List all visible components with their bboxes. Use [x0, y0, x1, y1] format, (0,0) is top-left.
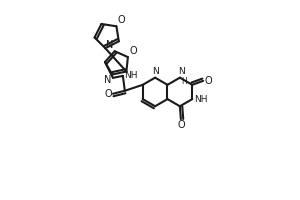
- Text: O: O: [204, 76, 212, 86]
- Text: O: O: [117, 15, 125, 25]
- Text: N: N: [178, 67, 184, 76]
- Text: O: O: [104, 89, 112, 99]
- Text: O: O: [177, 120, 185, 130]
- Text: H: H: [182, 77, 187, 86]
- Text: NH: NH: [124, 71, 137, 80]
- Text: NH: NH: [194, 95, 207, 104]
- Text: N: N: [106, 40, 114, 50]
- Text: O: O: [129, 46, 137, 56]
- Text: N: N: [152, 67, 158, 76]
- Text: N: N: [104, 75, 111, 85]
